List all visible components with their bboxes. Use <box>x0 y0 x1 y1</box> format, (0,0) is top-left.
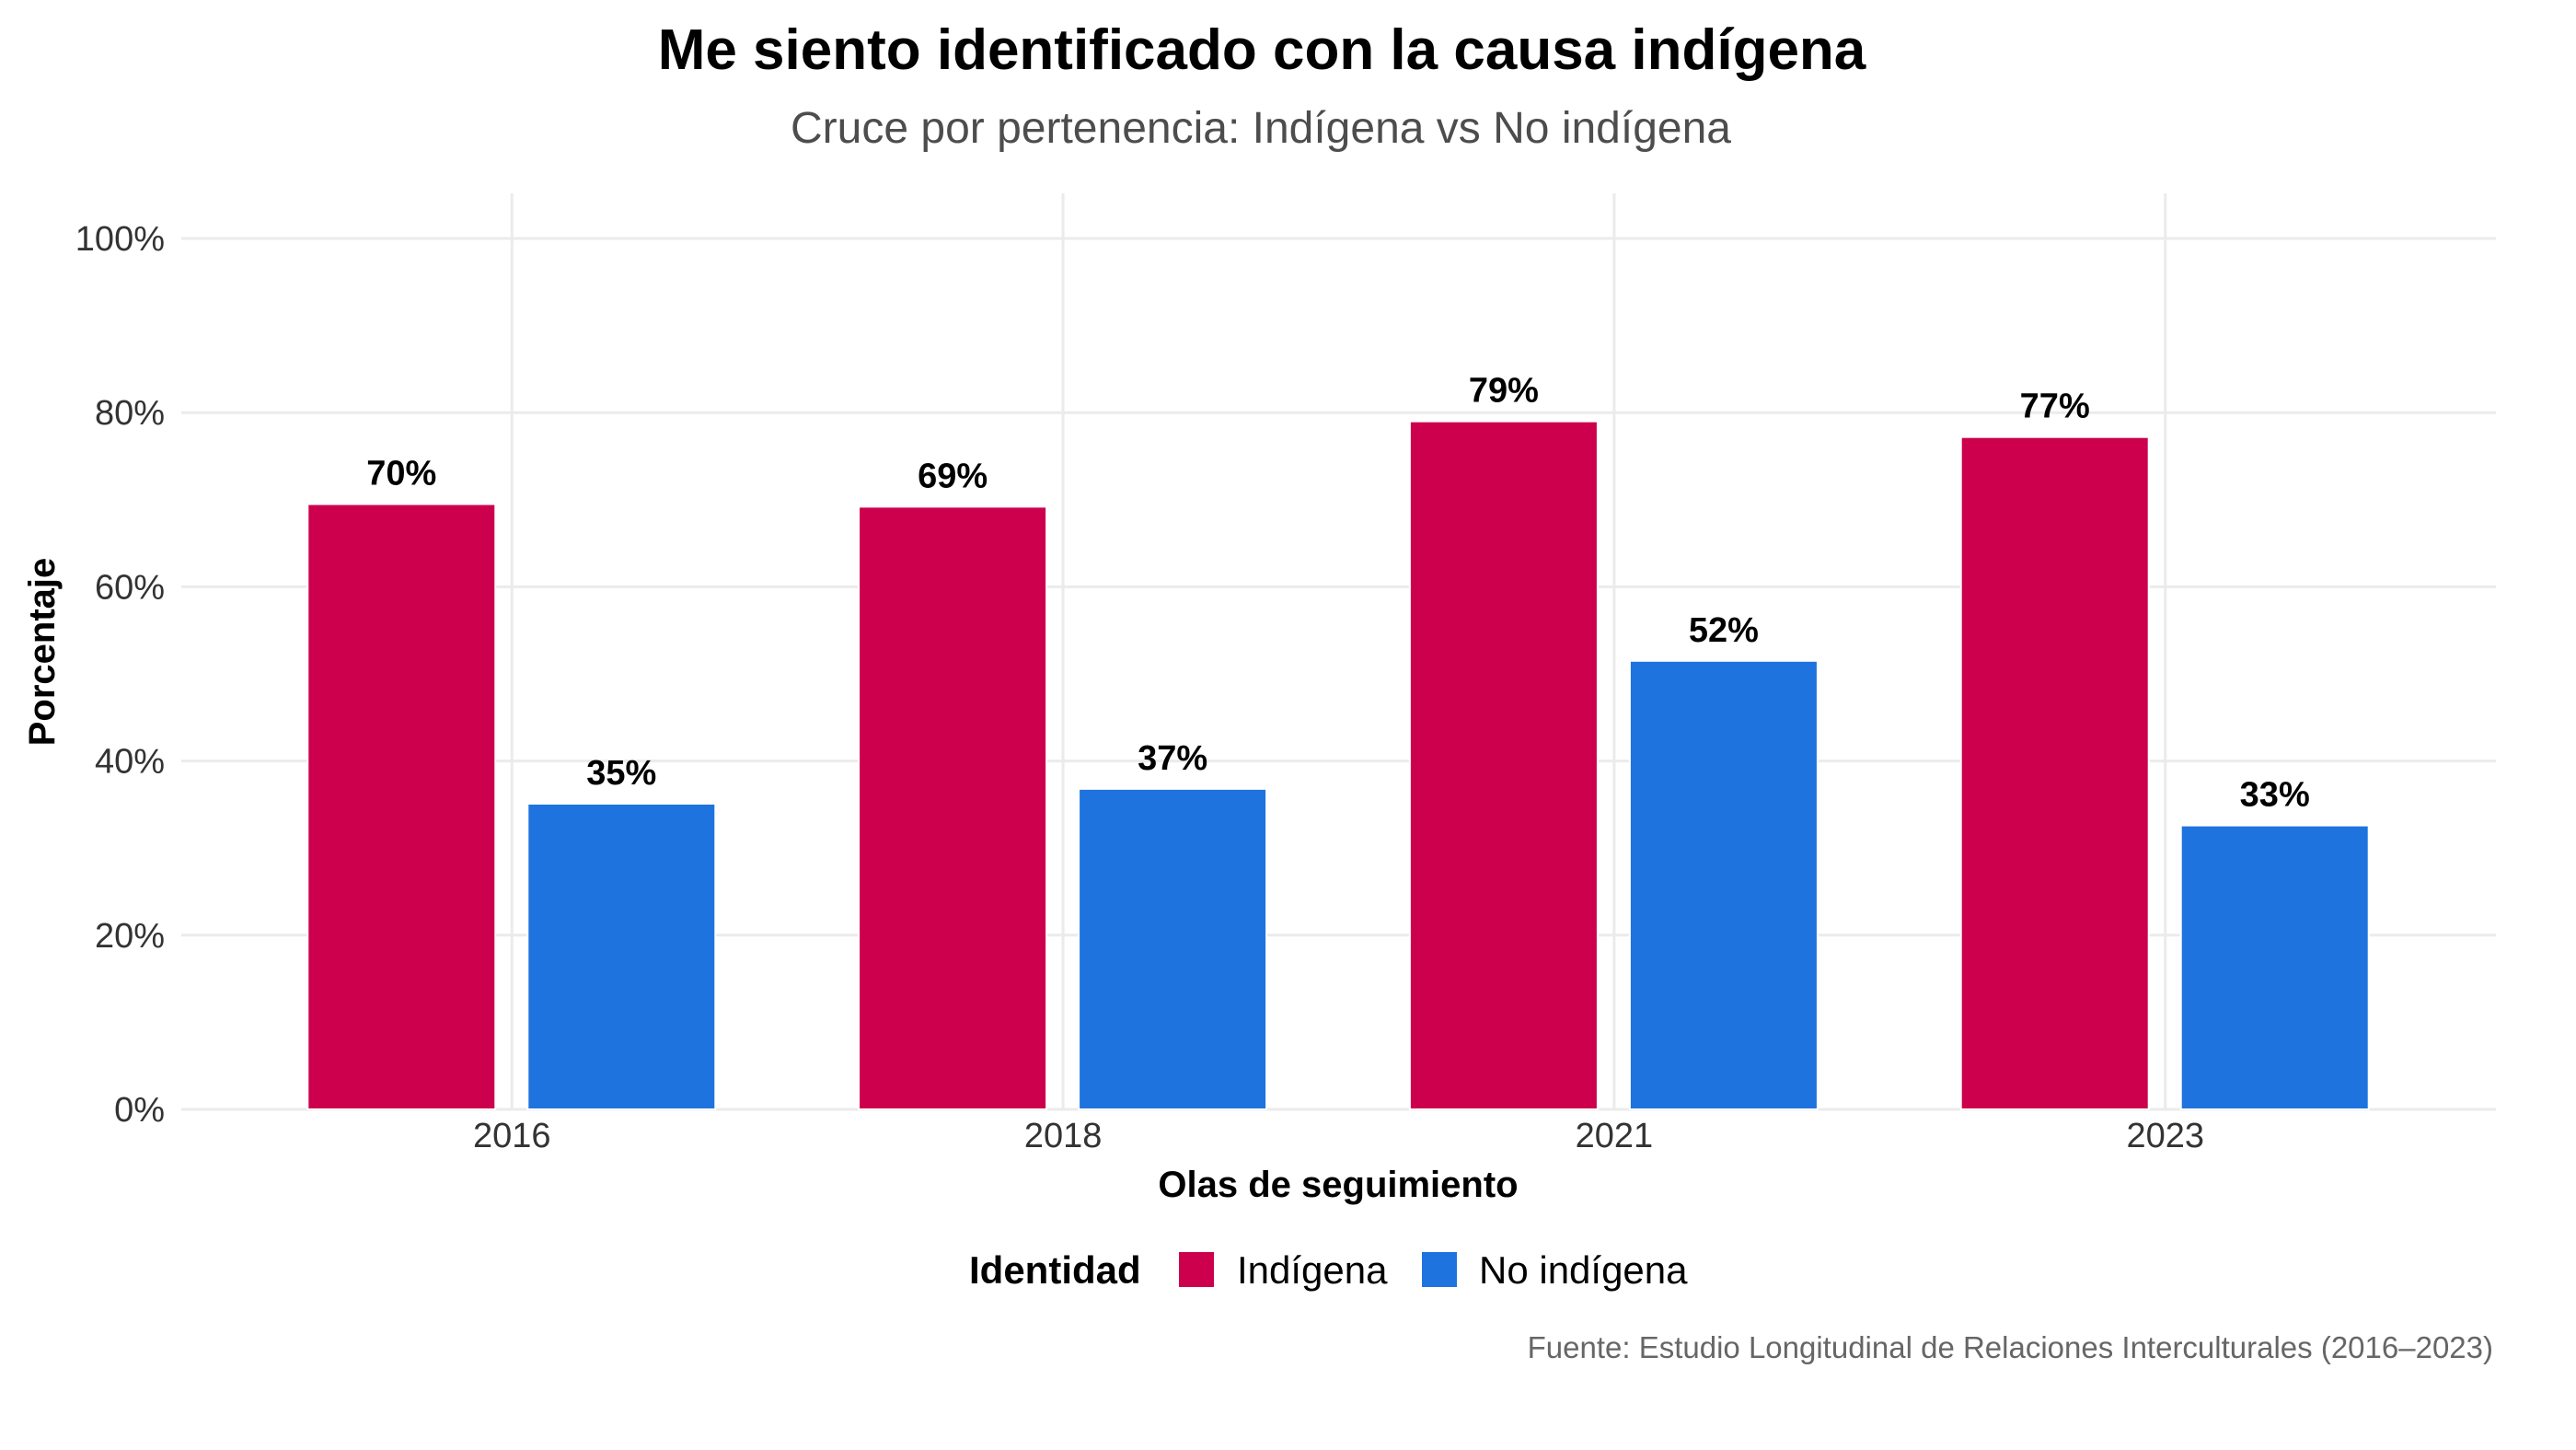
y-tick-label: 20% <box>95 917 165 956</box>
bar-2016-indigena <box>306 503 497 1110</box>
gridlines <box>181 193 2496 1111</box>
chart-subtitle: Cruce por pertenencia: Indígena vs No in… <box>791 104 1731 153</box>
x-axis-title: Olas de seguimiento <box>1158 1165 1518 1205</box>
bar-value-label: 37% <box>1138 739 1207 778</box>
x-tick-label: 2018 <box>1024 1117 1103 1155</box>
caption: Fuente: Estudio Longitudinal de Relacion… <box>1528 1330 2493 1364</box>
bar-value-label: 77% <box>2020 388 2090 426</box>
y-tick-label: 0% <box>114 1091 165 1130</box>
bar-2018-indigena <box>858 505 1048 1110</box>
chart-title: Me siento identificado con la causa indí… <box>658 18 1866 82</box>
y-axis-ticks: 0% 20% 40% 60% 80% 100% <box>75 220 165 1130</box>
x-tick-label: 2016 <box>473 1117 551 1155</box>
bar-2023-indigena <box>1959 435 2150 1110</box>
bar-value-label: 35% <box>586 754 656 793</box>
y-tick-label: 80% <box>95 394 165 433</box>
bar-value-label: 79% <box>1469 372 1539 411</box>
legend-label-indigena: Indígena <box>1237 1248 1388 1292</box>
bar-value-label: 33% <box>2240 776 2310 815</box>
legend: Identidad Indígena No indígena <box>969 1248 1688 1292</box>
bar-value-label: 70% <box>366 455 436 493</box>
legend-title: Identidad <box>969 1248 1141 1292</box>
x-tick-label: 2021 <box>1576 1117 1654 1155</box>
y-tick-label: 100% <box>75 220 165 259</box>
y-tick-label: 40% <box>95 743 165 782</box>
bar-value-label: 52% <box>1689 611 1759 650</box>
bar-2016-no-indigena <box>526 802 717 1110</box>
legend-key-no-indigena <box>1422 1252 1457 1287</box>
bars <box>306 420 2370 1111</box>
legend-label-no-indigena: No indígena <box>1479 1248 1688 1292</box>
bar-2021-no-indigena <box>1628 659 1819 1110</box>
bar-2023-no-indigena <box>2179 824 2370 1110</box>
legend-key-indigena <box>1179 1252 1214 1287</box>
y-axis-title: Porcentaje <box>22 558 63 747</box>
x-tick-label: 2023 <box>2126 1117 2204 1155</box>
bar-2018-no-indigena <box>1078 787 1268 1110</box>
bar-2021-indigena <box>1408 420 1599 1111</box>
x-axis-ticks: 2016 2018 2021 2023 <box>473 1117 2204 1155</box>
bar-labels: 70% 69% 79% 77% 35% 37% 52% 33% <box>366 372 2309 815</box>
bar-value-label: 69% <box>918 457 988 495</box>
y-tick-label: 60% <box>95 568 165 607</box>
